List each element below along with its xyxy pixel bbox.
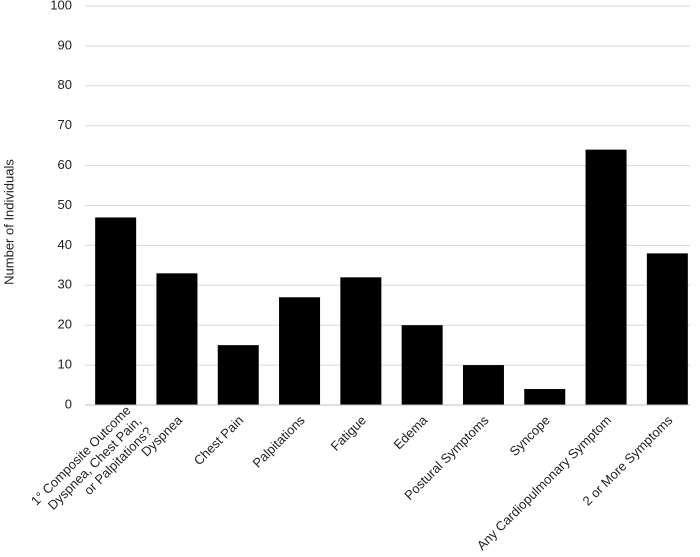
- bar: [585, 149, 627, 405]
- x-tick-label: 1° Composite OutcomeDyspnea, Chest Pain,…: [28, 403, 155, 530]
- bar: [646, 253, 688, 405]
- bar: [524, 389, 566, 405]
- y-tick-label: 70: [58, 117, 72, 132]
- x-tick-label: Chest Pain: [191, 413, 247, 469]
- y-tick-label: 50: [58, 197, 72, 212]
- y-tick-label: 30: [58, 277, 72, 292]
- y-tick-label: 0: [65, 396, 72, 411]
- bar: [217, 345, 259, 405]
- x-tick-label: Palpitations: [250, 412, 308, 470]
- bar: [279, 297, 321, 405]
- x-tick-label: Any Cardiopulmonary Symptom: [474, 413, 614, 553]
- x-tick-label: Syncope: [506, 413, 552, 459]
- y-tick-label: 60: [58, 157, 72, 172]
- bar: [95, 217, 137, 405]
- y-tick-label: 90: [58, 37, 72, 52]
- x-tick-label: Edema: [391, 412, 431, 452]
- bar: [340, 277, 382, 405]
- x-tick-label: Fatigue: [328, 413, 369, 454]
- y-axis-title: Number of Individuals: [1, 159, 16, 285]
- bar: [401, 325, 443, 405]
- y-tick-label: 40: [58, 237, 72, 252]
- bar: [156, 273, 198, 405]
- y-tick-label: 80: [58, 77, 72, 92]
- y-tick-label: 20: [58, 317, 72, 332]
- y-tick-label: 10: [58, 357, 72, 372]
- y-tick-label: 100: [50, 0, 72, 12]
- x-tick-label-line: Dyspnea, Chest Pain,: [45, 413, 145, 513]
- bar: [462, 365, 504, 405]
